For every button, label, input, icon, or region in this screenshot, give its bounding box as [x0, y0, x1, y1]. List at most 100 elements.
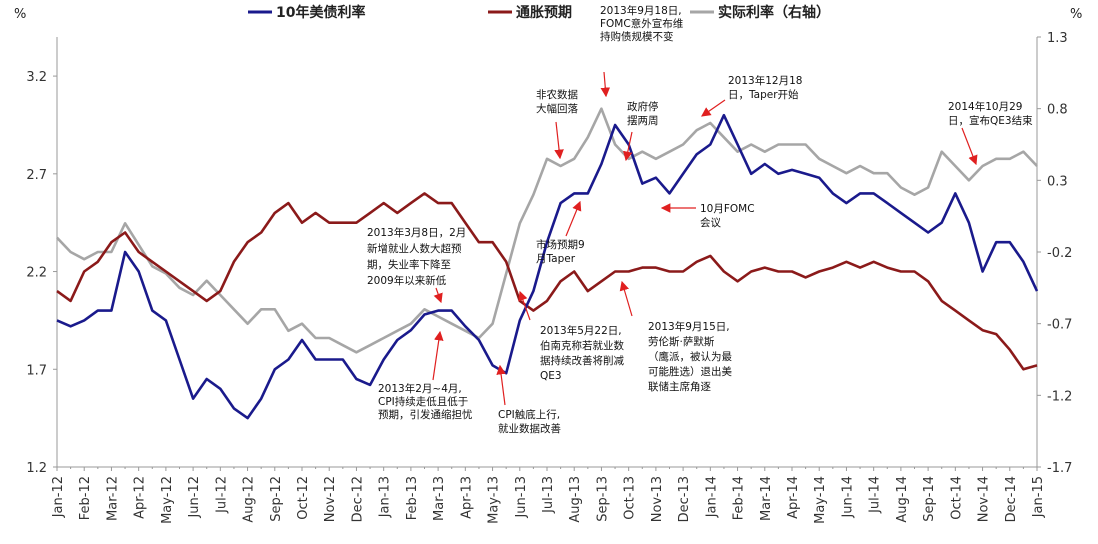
- x-tick-label: May-13: [487, 476, 502, 524]
- x-tick-label: Jan-14: [704, 476, 719, 518]
- annotation: CPI持续走低且低于: [378, 395, 468, 408]
- series-line: [56, 192, 1038, 371]
- x-tick-label: Apr-14: [786, 476, 801, 519]
- x-tick-label: Mar-14: [759, 476, 774, 521]
- right-unit: %: [1070, 7, 1082, 22]
- y2-tick-label: 0.8: [1047, 103, 1068, 118]
- annotation: FOMC意外宣布维: [600, 17, 684, 30]
- x-tick-label: Sep-14: [922, 476, 937, 522]
- x-tick-label: Oct-12: [296, 476, 311, 520]
- annotation: 2013年2月~4月,: [378, 382, 462, 395]
- annotation: （鹰派，被认为最: [648, 350, 732, 363]
- annotation: 2013年9月15日,: [648, 320, 730, 333]
- x-tick-label: Jun-13: [514, 476, 529, 519]
- annotation: 劳伦斯·萨默斯: [648, 335, 715, 348]
- annotation: 伯南克称若就业数: [540, 339, 624, 352]
- y2-tick-label: 1.3: [1047, 31, 1068, 46]
- x-tick-label: Nov-12: [323, 476, 338, 522]
- x-tick-label: Jan-13: [378, 476, 393, 518]
- annotation: 2013年3月8日，2月: [367, 226, 466, 239]
- left-unit: %: [14, 7, 26, 22]
- annotation: 期，失业率下降至: [367, 258, 451, 271]
- annotation-arrow: [619, 280, 633, 317]
- y-tick-label: 3.2: [26, 70, 47, 85]
- annotation: 大幅回落: [536, 102, 578, 115]
- annotation-arrow: [701, 99, 726, 117]
- annotation-arrow: [518, 290, 531, 321]
- annotation: QE3: [540, 370, 562, 382]
- y-tick-label: 1.2: [26, 461, 47, 476]
- annotation: 联储主席角逐: [648, 380, 711, 393]
- x-tick-label: Dec-14: [1004, 476, 1019, 522]
- annotation-arrow: [961, 127, 978, 166]
- annotation: 可能胜选）退出美: [648, 365, 732, 378]
- annotation: 新增就业人数大超预: [367, 242, 462, 255]
- annotation: 2014年10月29: [948, 100, 1022, 113]
- annotation: 市场预期9: [536, 238, 585, 251]
- y2-tick-label: -0.2: [1047, 246, 1072, 261]
- x-tick-label: Nov-13: [650, 476, 665, 522]
- x-tick-label: Apr-12: [133, 476, 148, 519]
- annotation: 2013年5月22日,: [540, 324, 622, 337]
- x-tick-label: Jul-12: [214, 476, 229, 514]
- x-tick-label: Jul-14: [868, 476, 883, 514]
- x-tick-label: Sep-13: [595, 476, 610, 522]
- x-tick-label: Mar-12: [105, 476, 120, 521]
- x-tick-label: Aug-13: [568, 476, 583, 523]
- series-line: [56, 107, 1038, 354]
- annotation: 预期，引发通缩担忧: [378, 408, 473, 421]
- x-tick-label: Oct-14: [949, 476, 964, 520]
- x-tick-label: Jan-15: [1031, 476, 1046, 518]
- annotation: 据持续改善将削减: [540, 354, 624, 367]
- annotation-arrow: [600, 71, 611, 98]
- x-tick-label: Dec-12: [350, 476, 365, 522]
- y2-tick-label: -1.7: [1047, 461, 1072, 476]
- annotation: 日，Taper开始: [728, 88, 799, 101]
- annotation: 2013年9月18日,: [600, 4, 682, 17]
- annotation-arrow: [623, 131, 633, 162]
- x-tick-label: Nov-14: [977, 476, 992, 522]
- annotation-arrow: [432, 330, 444, 381]
- x-tick-label: Jun-14: [840, 476, 855, 519]
- annotation: 日，宣布QE3结束: [948, 114, 1033, 127]
- x-tick-label: Feb-13: [405, 476, 420, 520]
- annotation-arrow: [554, 121, 564, 160]
- x-tick-label: Oct-13: [623, 476, 638, 520]
- y2-tick-label: -1.2: [1047, 389, 1072, 404]
- x-tick-label: Feb-14: [732, 476, 747, 520]
- annotation-arrow: [433, 287, 443, 304]
- x-tick-label: Mar-13: [432, 476, 447, 521]
- y2-tick-label: 0.3: [1047, 174, 1068, 189]
- x-tick-label: Jul-13: [541, 476, 556, 514]
- y-tick-label: 1.7: [26, 363, 47, 378]
- y-tick-label: 2.7: [26, 168, 47, 183]
- annotation: 非农数据: [536, 88, 578, 101]
- annotation: 摆两周: [627, 114, 659, 127]
- annotation-arrow: [496, 364, 506, 406]
- legend-label: 实际利率（右轴）: [718, 4, 830, 21]
- x-tick-label: Aug-14: [895, 476, 910, 523]
- y2-tick-label: -0.7: [1047, 318, 1072, 333]
- x-tick-label: Apr-13: [459, 476, 474, 519]
- legend-label: 10年美债利率: [276, 4, 365, 21]
- x-tick-label: Jan-12: [51, 476, 66, 518]
- annotation: 持购债规模不变: [600, 30, 674, 43]
- x-tick-label: May-14: [813, 476, 828, 524]
- annotation: CPI触底上行,: [498, 408, 560, 421]
- legend-label: 通胀预期: [516, 5, 572, 21]
- annotation: 10月FOMC: [700, 203, 755, 215]
- x-tick-label: Sep-12: [269, 476, 284, 522]
- annotation: 会议: [700, 216, 721, 229]
- annotation: 政府停: [627, 100, 659, 113]
- annotation: 2009年以来新低: [367, 274, 447, 287]
- annotation: 就业数据改善: [498, 422, 561, 435]
- x-tick-label: Dec-13: [677, 476, 692, 522]
- x-tick-label: Jun-12: [187, 476, 202, 519]
- y-tick-label: 2.2: [26, 266, 47, 281]
- annotation-arrow: [565, 200, 582, 237]
- x-tick-label: Aug-12: [242, 476, 257, 523]
- annotation: 月Taper: [536, 253, 576, 265]
- annotation: 2013年12月18: [728, 74, 802, 87]
- x-tick-label: May-12: [160, 476, 175, 524]
